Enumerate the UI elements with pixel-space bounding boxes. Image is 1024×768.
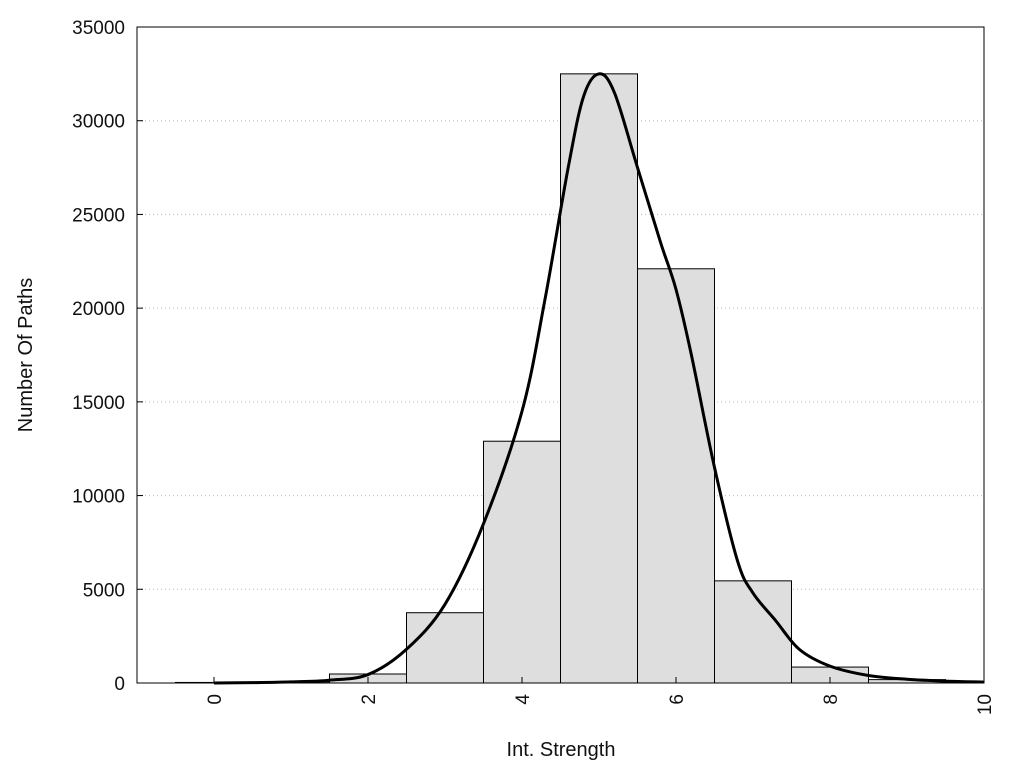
histogram-bar: [560, 73, 638, 684]
x-tick-label: 6: [667, 694, 688, 705]
histogram-bar: [483, 440, 561, 684]
y-tick-label: 25000: [72, 205, 125, 226]
x-tick-label: 4: [513, 694, 534, 705]
histogram-bars: [175, 73, 985, 684]
y-axis-label: Number Of Paths: [15, 278, 37, 433]
y-tick-label: 10000: [72, 487, 125, 508]
y-tick-label: 0: [114, 674, 125, 695]
histogram-bar: [406, 612, 484, 684]
x-tick-label: 8: [821, 694, 842, 705]
x-tick-label: 10: [975, 694, 996, 715]
x-axis-ticks: 0 2 4 6 8 10: [205, 677, 996, 715]
plot-frame: [136, 26, 985, 684]
y-tick-label: 35000: [72, 18, 125, 39]
density-curve-layer: [213, 72, 985, 685]
y-tick-label: 20000: [72, 299, 125, 320]
x-tick-label: 0: [205, 694, 226, 705]
histogram-bar: [637, 268, 715, 684]
x-axis-label: Int. Strength: [507, 739, 616, 761]
y-axis-ticks: 0 5000 10000 15000 20000 25000 30000 35000: [72, 18, 143, 695]
histogram-bar: [714, 580, 792, 684]
y-tick-label: 15000: [72, 393, 125, 414]
y-tick-label: 30000: [72, 112, 125, 133]
x-tick-label: 2: [359, 694, 380, 705]
density-curve: [213, 72, 985, 685]
y-tick-label: 5000: [83, 580, 125, 601]
